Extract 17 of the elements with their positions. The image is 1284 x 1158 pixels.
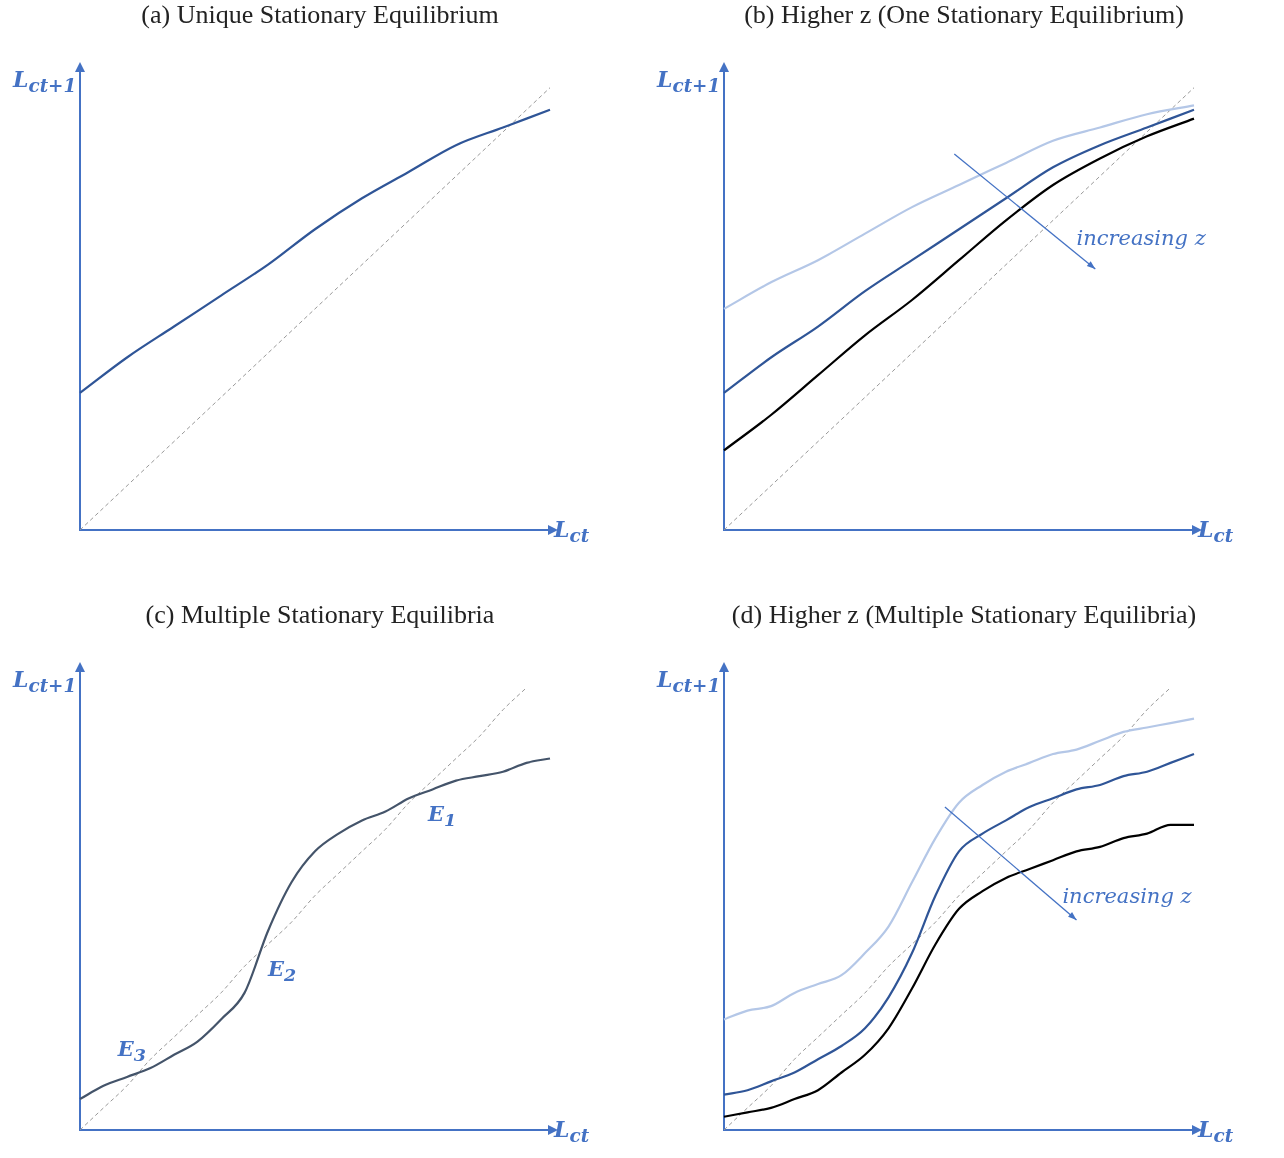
y-axis-title: L$_{ct+1}$ xyxy=(13,66,77,97)
x-axis-title: L$_{ct}$ xyxy=(1198,1116,1234,1147)
chart-title: (c) Multiple Stationary Equilibria xyxy=(144,600,496,630)
annotation: increasing z xyxy=(1076,226,1206,251)
annotation: E$_{2}$ xyxy=(268,956,297,986)
chart-title: (d) Higher z (Multiple Stationary Equilibria) xyxy=(730,600,1198,630)
y-axis-title: L$_{ct+1}$ xyxy=(13,666,77,697)
x-axis-title: L$_{ct}$ xyxy=(554,1116,590,1147)
chart-title: (a) Unique Stationary Equilibrium xyxy=(140,0,500,30)
y-axis-title: L$_{ct+1}$ xyxy=(657,666,721,697)
x-axis-title: L$_{ct}$ xyxy=(1198,516,1234,547)
x-axis-title: L$_{ct}$ xyxy=(554,516,590,547)
annotation: E$_{3}$ xyxy=(117,1035,146,1066)
annotation: E$_{1}$ xyxy=(427,801,457,831)
y-axis-title: L$_{ct+1}$ xyxy=(657,66,721,97)
chart-title: (b) Higher z (One Stationary Equilibrium) xyxy=(743,0,1185,30)
annotation: increasing z xyxy=(1062,883,1192,908)
